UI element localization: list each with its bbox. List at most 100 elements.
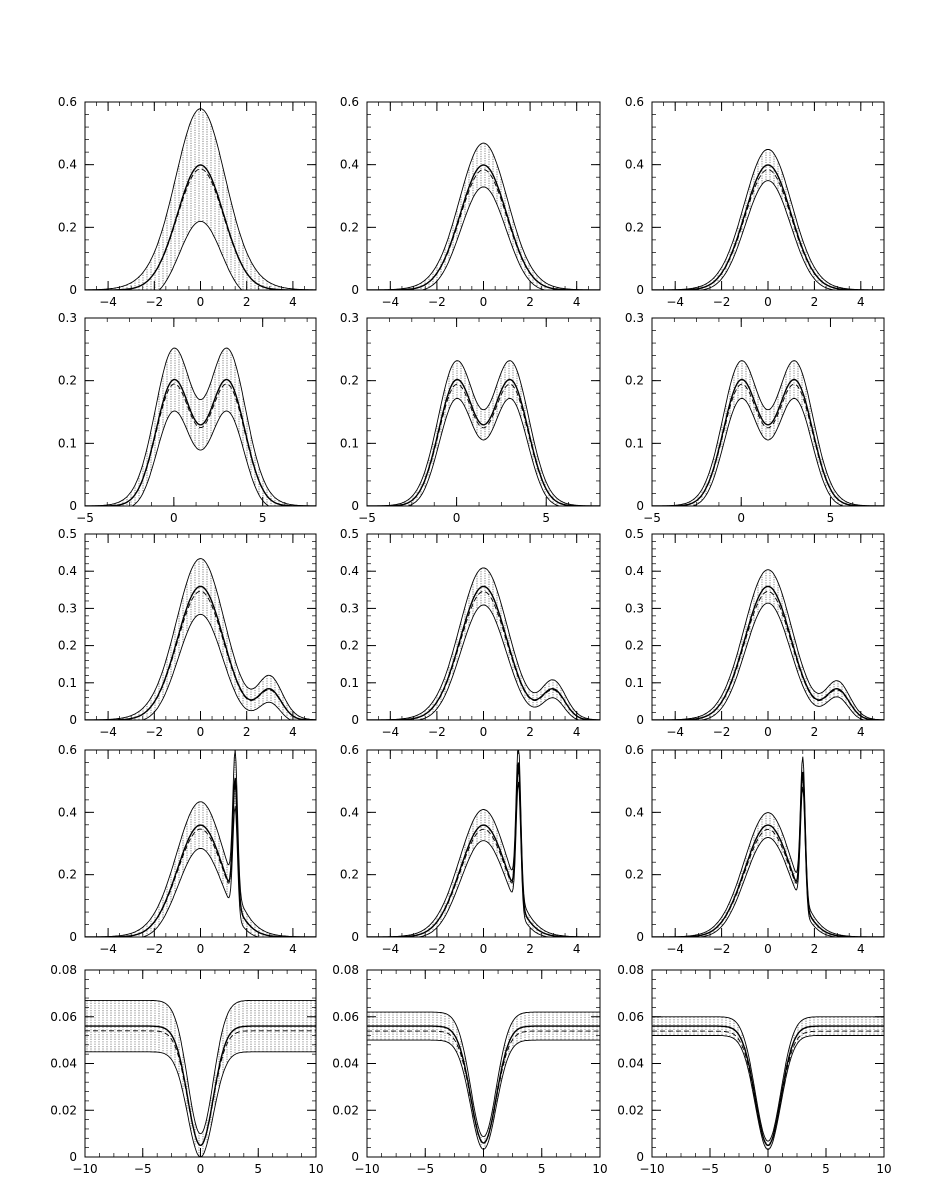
x-tick-label: 10 xyxy=(308,1162,323,1176)
estimate-line xyxy=(367,1030,600,1144)
y-tick-label: 0.4 xyxy=(58,564,77,578)
true-density-line xyxy=(652,585,884,720)
y-tick-label: 0.4 xyxy=(58,158,77,172)
y-tick-label: 0.6 xyxy=(625,95,644,109)
y-tick-label: 0.06 xyxy=(332,1010,359,1024)
y-tick-label: 0 xyxy=(351,283,359,297)
x-tick-label: 2 xyxy=(243,725,251,739)
y-tick-label: 0.4 xyxy=(625,158,644,172)
y-tick-label: 0 xyxy=(636,1150,644,1164)
true-density-line xyxy=(85,1025,316,1147)
band-upper-line xyxy=(367,750,600,937)
y-tick-label: 0.4 xyxy=(340,564,359,578)
estimate-line xyxy=(652,383,884,506)
plot-frame xyxy=(651,749,885,938)
x-tick-label: 4 xyxy=(289,295,297,309)
band-lower-line xyxy=(367,397,600,506)
y-tick-label: 0.5 xyxy=(340,527,359,541)
y-tick-label: 0.2 xyxy=(58,868,77,882)
x-tick-label: −5 xyxy=(358,511,376,525)
x-tick-label: −5 xyxy=(76,511,94,525)
x-tick-label: −2 xyxy=(713,295,731,309)
band-upper-line xyxy=(367,142,600,290)
true-density-line xyxy=(85,164,316,290)
band-upper-line xyxy=(652,756,884,937)
x-tick-label: 5 xyxy=(259,511,267,525)
panel-r4-c2: −10 −5 0 5 10 0 0.02 0.04 0.06 0.08 xyxy=(617,963,891,1176)
x-tick-label: 4 xyxy=(289,942,297,956)
x-tick-label: −4 xyxy=(99,942,117,956)
y-tick-label: 0 xyxy=(69,1150,77,1164)
band-lower-line xyxy=(652,180,884,290)
panel-r0-c2: −4 −2 0 2 4 0 0.2 0.4 0.6 xyxy=(625,95,885,309)
band-lower-line xyxy=(652,602,884,720)
y-tick-label: 0.4 xyxy=(58,805,77,819)
y-tick-label: 0.1 xyxy=(340,436,359,450)
y-tick-label: 0 xyxy=(636,499,644,513)
y-tick-label: 0.04 xyxy=(332,1057,359,1071)
x-tick-label: 0 xyxy=(764,725,772,739)
x-tick-label: 0 xyxy=(480,942,488,956)
band-upper-line xyxy=(85,750,316,937)
true-density-line xyxy=(367,585,600,720)
y-tick-label: 0.6 xyxy=(340,95,359,109)
plot-frame xyxy=(366,317,601,507)
x-tick-label: −2 xyxy=(145,295,163,309)
x-tick-label: 5 xyxy=(254,1162,262,1176)
confidence-band xyxy=(102,348,300,506)
panel-r3-c1: −4 −2 0 2 4 0 0.2 0.4 0.6 xyxy=(340,743,601,956)
y-tick-label: 0.1 xyxy=(625,436,644,450)
plot-frame xyxy=(366,969,601,1158)
x-tick-label: 5 xyxy=(538,1162,546,1176)
y-tick-label: 0.08 xyxy=(332,963,359,977)
band-lower-line xyxy=(367,781,600,937)
confidence-band xyxy=(681,570,875,720)
x-tick-label: 0 xyxy=(737,511,745,525)
x-tick-label: 0 xyxy=(764,942,772,956)
x-tick-label: 0 xyxy=(764,295,772,309)
x-tick-label: −2 xyxy=(428,942,446,956)
plot-frame xyxy=(651,969,885,1158)
x-tick-label: 4 xyxy=(573,942,581,956)
y-tick-label: 0.2 xyxy=(58,220,77,234)
panel-r1-c1: −5 0 500.10.20.3 xyxy=(340,311,601,525)
x-tick-label: 0 xyxy=(197,1162,205,1176)
y-tick-label: 0.1 xyxy=(625,676,644,690)
true-density-line xyxy=(85,585,316,720)
x-tick-label: 2 xyxy=(526,725,534,739)
x-tick-label: −5 xyxy=(134,1162,152,1176)
y-tick-label: 0.06 xyxy=(617,1010,644,1024)
x-tick-label: 5 xyxy=(827,511,835,525)
true-density-line xyxy=(652,378,884,506)
estimate-line xyxy=(367,383,600,506)
confidence-band xyxy=(110,750,292,937)
x-tick-label: 2 xyxy=(811,295,819,309)
band-upper-line xyxy=(85,558,316,720)
band-upper-line xyxy=(367,360,600,506)
x-tick-label: −5 xyxy=(416,1162,434,1176)
y-tick-label: 0.4 xyxy=(340,158,359,172)
y-tick-label: 0.2 xyxy=(340,639,359,653)
band-upper-line xyxy=(367,1011,600,1138)
y-tick-label: 0 xyxy=(636,713,644,727)
y-tick-label: 0 xyxy=(636,930,644,944)
band-upper-line xyxy=(652,360,884,506)
plot-frame xyxy=(651,317,885,507)
confidence-band xyxy=(86,1000,316,1157)
band-lower-line xyxy=(85,410,316,506)
x-tick-label: −10 xyxy=(639,1162,664,1176)
x-tick-label: −4 xyxy=(381,295,399,309)
y-tick-label: 0.02 xyxy=(617,1103,644,1117)
x-tick-label: 0 xyxy=(197,725,205,739)
y-tick-label: 0 xyxy=(351,499,359,513)
x-tick-label: 2 xyxy=(526,295,534,309)
y-tick-label: 0 xyxy=(351,713,359,727)
confidence-band xyxy=(106,558,312,720)
y-tick-label: 0.3 xyxy=(625,311,644,325)
confidence-band xyxy=(681,149,855,290)
panel-r4-c0: −10 −5 0 5 10 0 0.02 0.04 0.06 0.08 xyxy=(50,963,323,1176)
band-upper-line xyxy=(652,148,884,290)
y-tick-label: 0 xyxy=(69,499,77,513)
x-tick-label: −4 xyxy=(666,295,684,309)
